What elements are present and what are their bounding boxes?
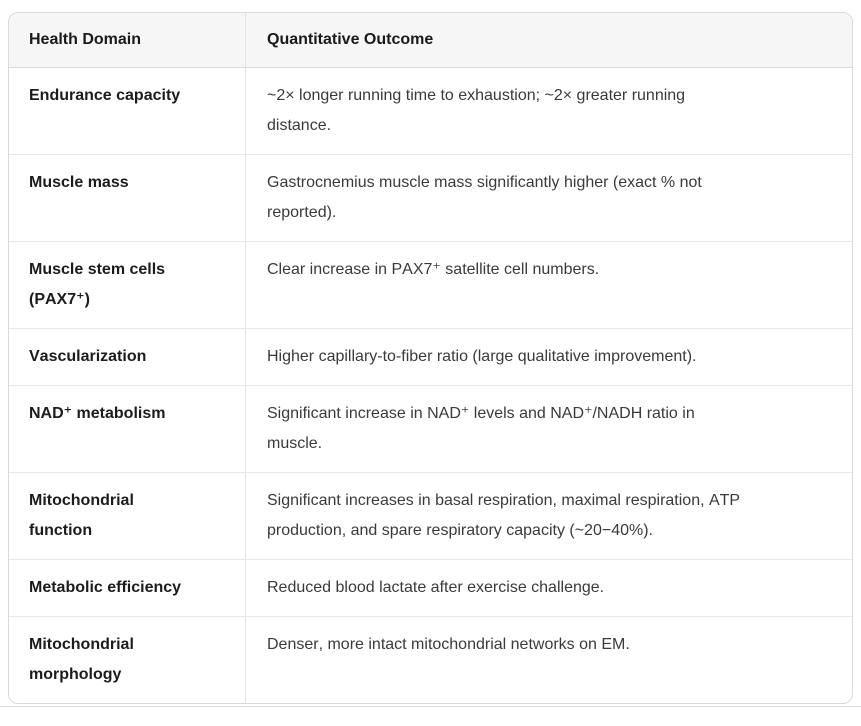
header-label: Health Domain [29, 31, 142, 48]
table-body: Endurance capacity ~2× longer running ti… [9, 68, 852, 703]
outcome-cell: ~2× longer running time to exhaustion; ~… [246, 68, 852, 154]
health-domain-cell: Mitochondrial function [9, 473, 246, 559]
outcome-cell: Significant increase in NAD⁺ levels and … [246, 386, 852, 472]
domain-label: NAD⁺ metabolism [29, 405, 166, 422]
health-domain-cell: Muscle mass [9, 155, 246, 241]
table-row-vascularization: Vascularization Higher capillary-to-fibe… [9, 328, 852, 385]
table-row-nad-metabolism: NAD⁺ metabolism Significant increase in … [9, 385, 852, 472]
outcome-text: ~2× longer running time to exhaustion; ~… [267, 87, 686, 134]
domain-label: Muscle mass [29, 174, 129, 191]
outcome-cell: Denser, more intact mitochondrial networ… [246, 617, 852, 703]
table-row-endurance-capacity: Endurance capacity ~2× longer running ti… [9, 68, 852, 154]
table-row-mitochondrial-function: Mitochondrial function Significant incre… [9, 472, 852, 559]
outcome-text: Clear increase in PAX7⁺ satellite cell n… [267, 261, 600, 278]
health-domain-cell: Mitochondrial morphology [9, 617, 246, 703]
domain-label: Mitochondrial function [29, 492, 134, 539]
table-row-metabolic-efficiency: Metabolic efficiency Reduced blood lacta… [9, 559, 852, 616]
outcome-text: Gastrocnemius muscle mass significantly … [267, 174, 702, 221]
domain-label: Endurance capacity [29, 87, 181, 104]
header-cell-health-domain: Health Domain [9, 13, 246, 67]
outcome-text: Denser, more intact mitochondrial networ… [267, 636, 630, 653]
domain-label: Mitochondrial morphology [29, 636, 134, 683]
health-domain-cell: Muscle stem cells (PAX7⁺) [9, 242, 246, 328]
outcome-text: Significant increases in basal respirati… [267, 492, 741, 539]
outcome-cell: Gastrocnemius muscle mass significantly … [246, 155, 852, 241]
header-cell-quantitative-outcome: Quantitative Outcome [246, 13, 852, 67]
outcome-cell: Significant increases in basal respirati… [246, 473, 852, 559]
outcome-cell: Clear increase in PAX7⁺ satellite cell n… [246, 242, 852, 328]
health-domain-cell: NAD⁺ metabolism [9, 386, 246, 472]
outcome-text: Significant increase in NAD⁺ levels and … [267, 405, 695, 452]
header-label: Quantitative Outcome [267, 31, 434, 48]
health-domain-cell: Metabolic efficiency [9, 560, 246, 616]
domain-label: Vascularization [29, 348, 147, 365]
outcome-text: Reduced blood lactate after exercise cha… [267, 579, 605, 596]
health-domain-cell: Vascularization [9, 329, 246, 385]
table-header-row: Health Domain Quantitative Outcome [9, 13, 852, 68]
page-bottom-divider [0, 706, 861, 707]
domain-label: Muscle stem cells (PAX7⁺) [29, 261, 166, 308]
outcome-cell: Higher capillary-to-fiber ratio (large q… [246, 329, 852, 385]
domain-label: Metabolic efficiency [29, 579, 182, 596]
table-row-mitochondrial-morphology: Mitochondrial morphology Denser, more in… [9, 616, 852, 703]
outcomes-table: Health Domain Quantitative Outcome Endur… [8, 12, 853, 704]
outcome-text: Higher capillary-to-fiber ratio (large q… [267, 348, 697, 365]
outcome-cell: Reduced blood lactate after exercise cha… [246, 560, 852, 616]
health-domain-cell: Endurance capacity [9, 68, 246, 154]
table-row-muscle-stem-cells: Muscle stem cells (PAX7⁺) Clear increase… [9, 241, 852, 328]
table-row-muscle-mass: Muscle mass Gastrocnemius muscle mass si… [9, 154, 852, 241]
